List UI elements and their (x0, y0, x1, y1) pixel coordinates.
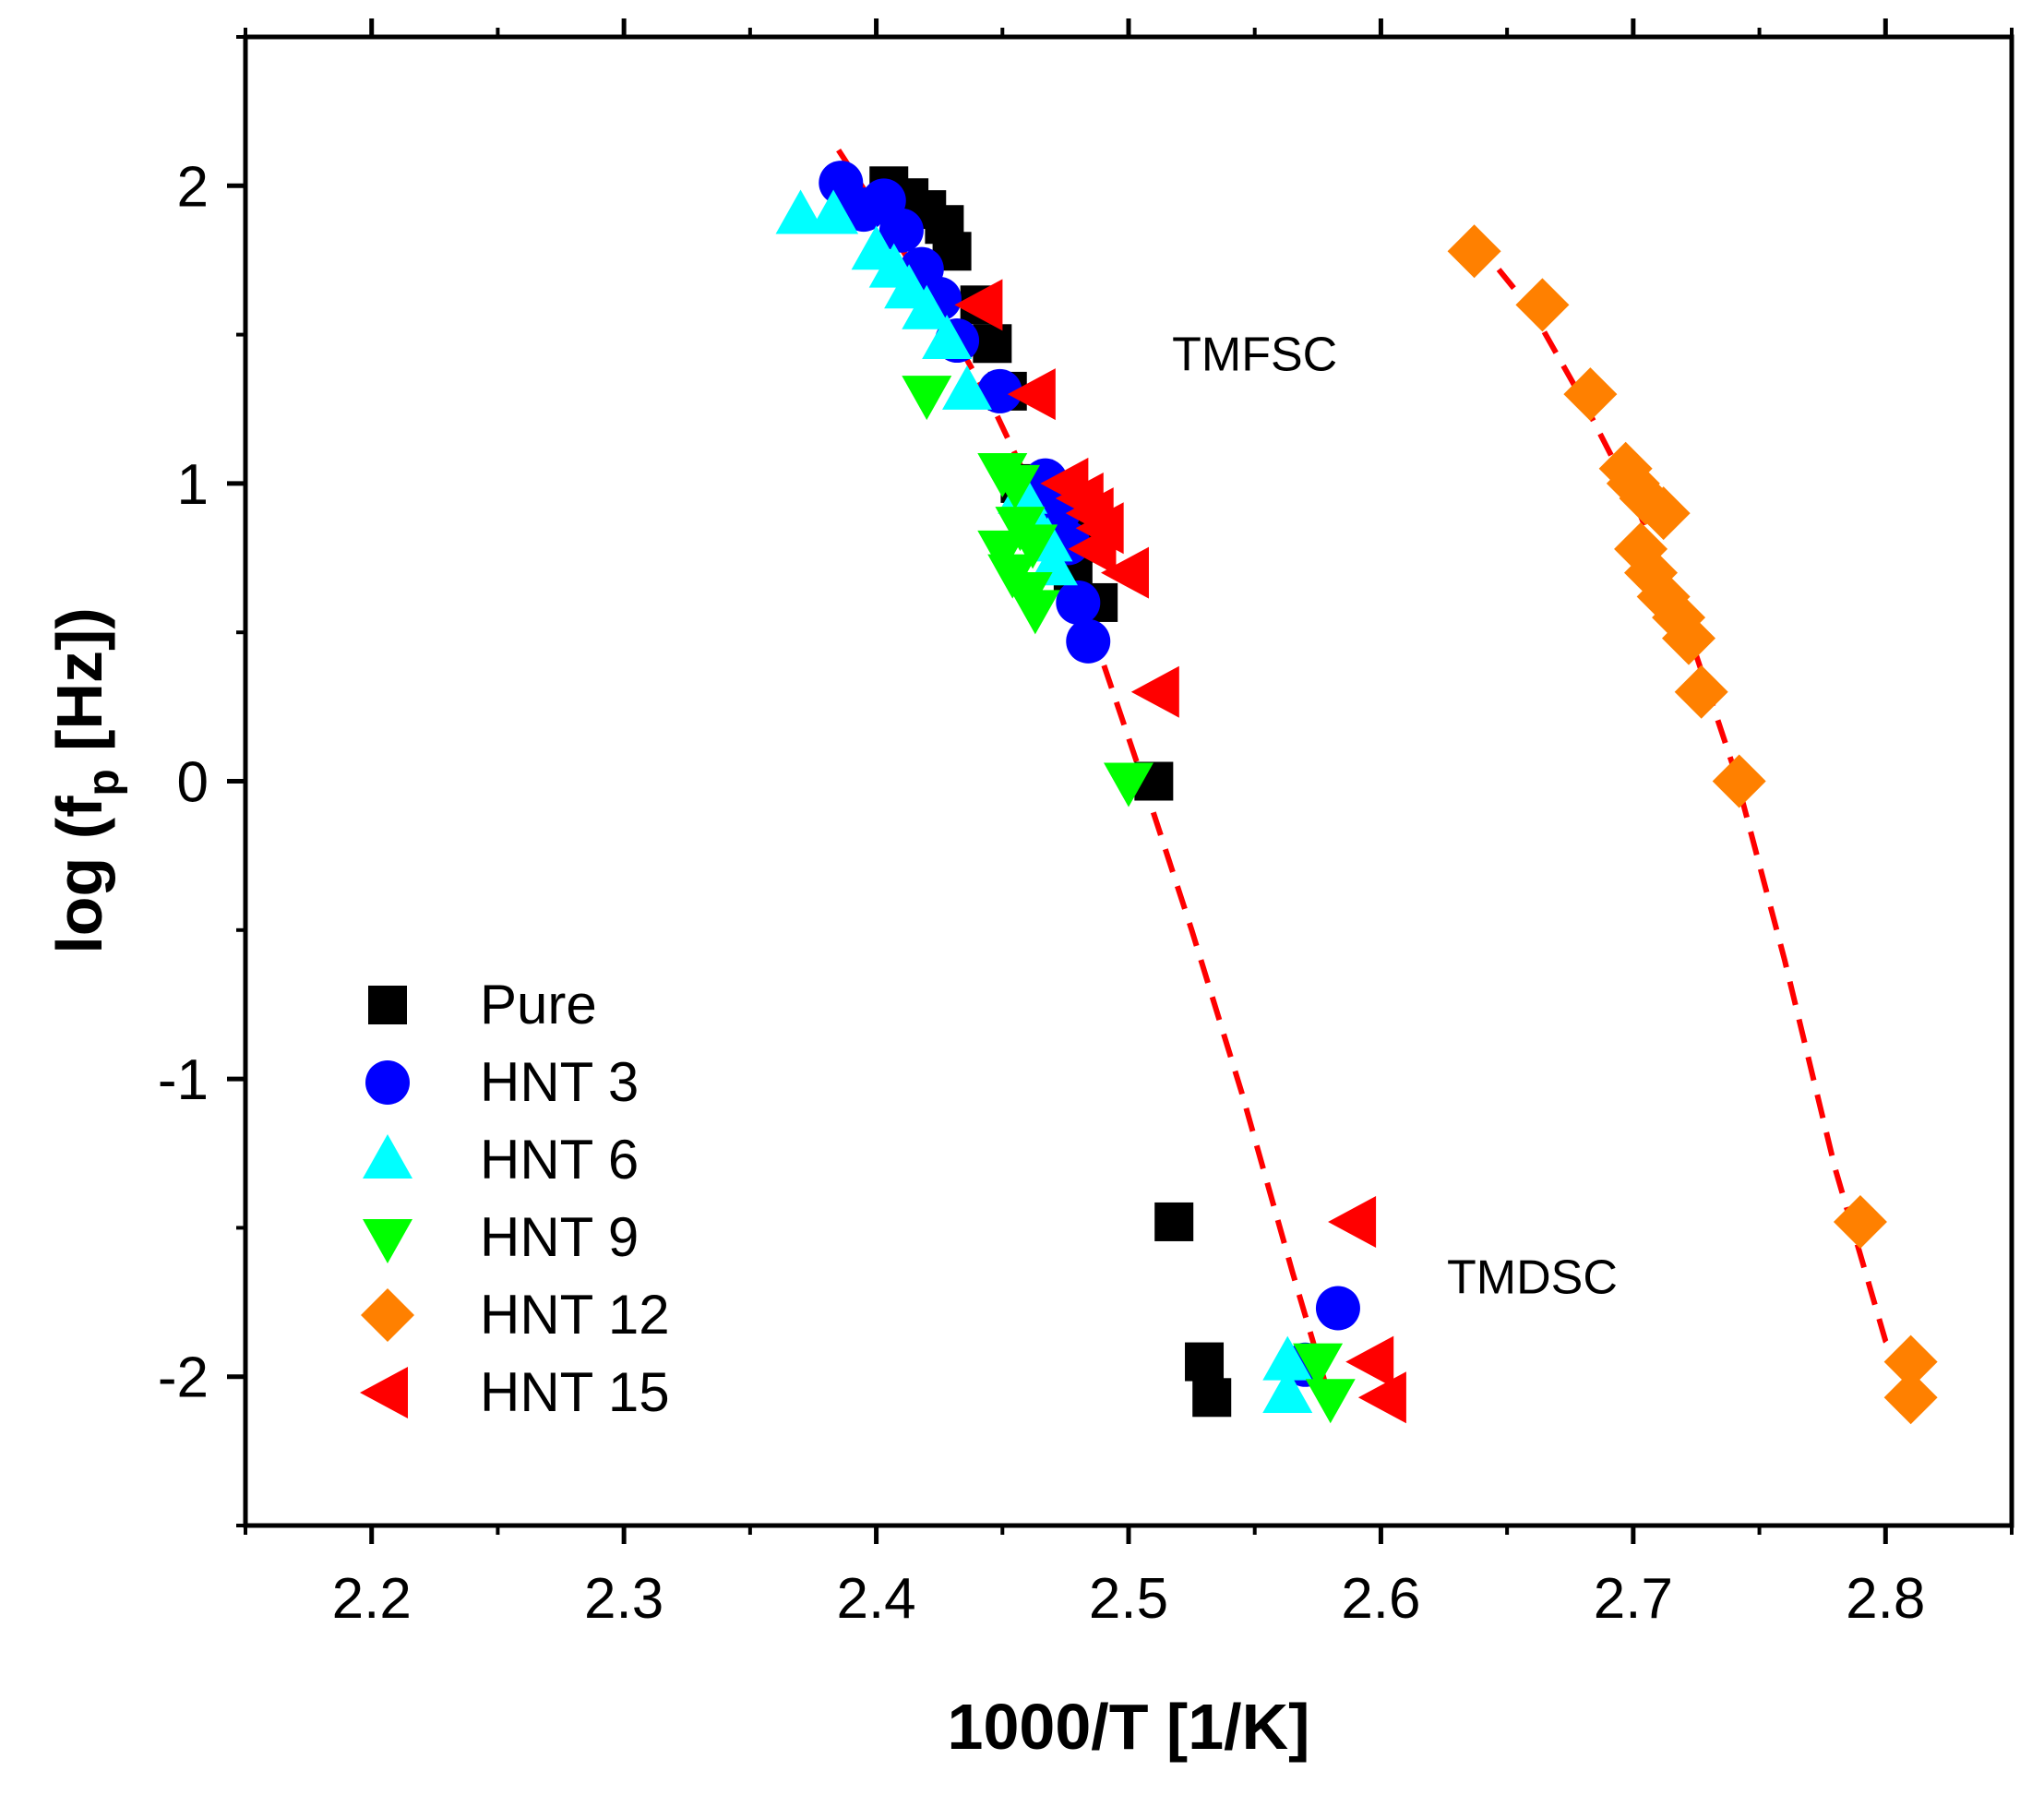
data-point-hnt9 (1104, 762, 1153, 808)
data-point-hnt12 (1563, 367, 1618, 422)
data-point-hnt3 (1056, 580, 1101, 625)
annotation-tmfsc: TMFSC (1172, 328, 1337, 381)
legend-marker-hnt3 (365, 1060, 410, 1105)
data-point-hnt9 (902, 376, 952, 421)
data-point-hnt15 (1345, 1335, 1394, 1388)
data-point-hnt12 (1515, 278, 1570, 332)
data-point-hnt3 (879, 208, 924, 253)
legend-label-hnt15: HNT 15 (480, 1361, 670, 1423)
y-axis-title-suffix: [Hz]) (43, 607, 115, 769)
legend-symbol-hnt9 (363, 1219, 412, 1263)
legend-symbol-hnt15 (360, 1367, 408, 1418)
data-point-hnt15 (1357, 1371, 1406, 1424)
data-point-hnt15 (1101, 546, 1149, 599)
y-axis-title-subscript: p (79, 769, 128, 796)
data-point-hnt9 (1010, 590, 1060, 635)
legend-item-hnt12: HNT 12 (361, 1284, 670, 1346)
y-tick-label: 2 (177, 155, 209, 219)
data-point-hnt12 (1447, 224, 1501, 279)
data-point-hnt15 (1068, 522, 1117, 575)
x-tick-label: 2.6 (1341, 1567, 1420, 1631)
legend-label-hnt12: HNT 12 (480, 1284, 670, 1346)
x-tick-label: 2.7 (1594, 1567, 1673, 1631)
data-point-hnt15 (954, 279, 1003, 331)
legend-marker-hnt9 (363, 1219, 412, 1263)
data-points-layer (775, 161, 1938, 1425)
x-tick-label: 2.5 (1089, 1567, 1168, 1631)
legend-item-hnt15: HNT 15 (360, 1361, 670, 1423)
legend-marker-hnt6 (363, 1134, 412, 1179)
legend-marker-pure (368, 986, 407, 1024)
annotation-tmdsc: TMDSC (1447, 1251, 1618, 1304)
data-point-hnt6 (1262, 1335, 1313, 1381)
y-axis-title-prefix: log (f (43, 796, 115, 954)
x-tick-label: 2.2 (332, 1567, 412, 1631)
data-point-hnt12 (1712, 754, 1766, 808)
legend-symbol-pure (368, 986, 407, 1024)
legend-label-pure: Pure (480, 974, 597, 1035)
x-tick-label: 2.4 (836, 1567, 915, 1631)
y-tick-label: 0 (177, 751, 209, 815)
legend-item-pure: Pure (368, 974, 597, 1035)
data-point-hnt15 (1007, 368, 1056, 421)
y-axis-title: log (fp [Hz]) (43, 607, 128, 953)
data-point-hnt6 (1262, 1369, 1313, 1414)
legend: Pure HNT 3 HNT 6 HNT 9 HNT 12 HNT 15 (360, 974, 670, 1423)
legend-item-hnt6: HNT 6 (363, 1129, 639, 1191)
data-point-hnt3 (977, 368, 1022, 413)
data-point-hnt6 (775, 189, 826, 234)
data-point-hnt12 (1674, 664, 1728, 719)
y-tick-label: -2 (158, 1346, 209, 1410)
data-point-hnt9 (989, 464, 1040, 509)
data-point-pure (1192, 1378, 1232, 1418)
data-point-hnt12 (1636, 486, 1691, 541)
x-axis-title: 1000/T [1/K] (948, 1691, 1310, 1763)
data-point-hnt9 (1305, 1379, 1356, 1424)
data-point-hnt3 (1315, 1286, 1360, 1331)
data-point-hnt3 (1066, 618, 1111, 664)
data-point-hnt6 (902, 284, 952, 329)
data-point-pure (1154, 1202, 1194, 1241)
data-point-hnt9 (1293, 1343, 1344, 1388)
data-point-hnt6 (922, 315, 973, 360)
legend-item-hnt3: HNT 3 (365, 1051, 639, 1113)
legend-label-hnt3: HNT 3 (480, 1051, 639, 1113)
legend-marker-hnt15 (360, 1367, 408, 1418)
y-tick-label: 1 (177, 453, 209, 517)
x-tick-label: 2.3 (584, 1567, 663, 1631)
y-axis-title-text: log (fp [Hz]) (43, 607, 128, 953)
legend-label-hnt9: HNT 9 (480, 1206, 639, 1268)
data-point-hnt12 (1883, 1334, 1938, 1389)
data-point-hnt6 (808, 189, 859, 234)
y-tick-label: -1 (158, 1048, 209, 1112)
data-point-hnt15 (1130, 665, 1179, 718)
legend-symbol-hnt3 (365, 1060, 410, 1105)
data-point-hnt9 (977, 530, 1028, 575)
axes-layer: 2.2 2.3 2.4 2.5 2.6 2.7 2.8 -2 -1 0 1 2 (158, 18, 2014, 1631)
data-point-pure (973, 324, 1012, 364)
legend-marker-hnt12 (361, 1288, 414, 1342)
legend-item-hnt9: HNT 9 (363, 1206, 639, 1268)
data-point-pure (1185, 1342, 1225, 1382)
data-point-hnt12 (1883, 1370, 1938, 1425)
data-point-hnt12 (1833, 1194, 1887, 1249)
data-point-hnt15 (1328, 1195, 1377, 1248)
legend-symbol-hnt6 (363, 1134, 412, 1179)
legend-label-hnt6: HNT 6 (480, 1129, 639, 1191)
x-tick-label: 2.8 (1846, 1567, 1925, 1631)
data-point-hnt12 (1662, 611, 1716, 665)
legend-symbol-hnt12 (361, 1288, 414, 1342)
data-point-hnt6 (942, 365, 993, 410)
